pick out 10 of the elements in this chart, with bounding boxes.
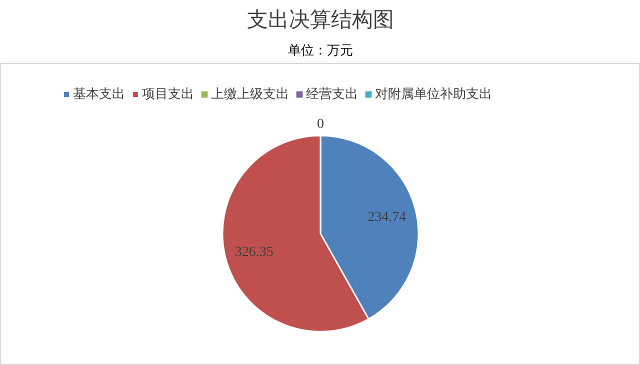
chart-title: 支出决算结构图: [247, 8, 394, 32]
legend-label: 对附属单位补助支出: [375, 86, 492, 103]
legend-label: 基本支出: [73, 86, 125, 103]
chart-subtitle: 单位：万元: [288, 44, 353, 58]
legend-label: 上缴上级支出: [211, 86, 289, 103]
data-label: 326.35: [234, 245, 274, 260]
legend-label: 项目支出: [142, 86, 194, 103]
data-label: 234.74: [368, 210, 406, 226]
legend-label: 经营支出: [306, 86, 358, 103]
text: 0: [317, 117, 324, 132]
